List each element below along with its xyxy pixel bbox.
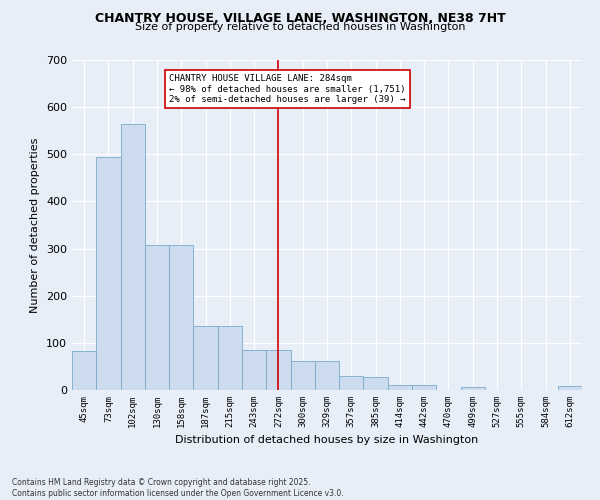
Bar xyxy=(169,245,193,390)
Bar xyxy=(145,245,169,390)
Bar xyxy=(461,386,485,390)
Bar xyxy=(388,386,412,390)
Text: Contains HM Land Registry data © Crown copyright and database right 2025.
Contai: Contains HM Land Registry data © Crown c… xyxy=(12,478,344,498)
Bar xyxy=(193,326,218,390)
Y-axis label: Number of detached properties: Number of detached properties xyxy=(31,138,40,312)
X-axis label: Distribution of detached houses by size in Washington: Distribution of detached houses by size … xyxy=(175,436,479,446)
Bar xyxy=(266,350,290,390)
Bar xyxy=(315,361,339,390)
Bar xyxy=(339,376,364,390)
Text: CHANTRY HOUSE VILLAGE LANE: 284sqm
← 98% of detached houses are smaller (1,751)
: CHANTRY HOUSE VILLAGE LANE: 284sqm ← 98%… xyxy=(169,74,406,104)
Bar xyxy=(364,378,388,390)
Bar xyxy=(290,361,315,390)
Text: Size of property relative to detached houses in Washington: Size of property relative to detached ho… xyxy=(135,22,465,32)
Bar xyxy=(412,386,436,390)
Bar xyxy=(218,326,242,390)
Bar xyxy=(242,350,266,390)
Bar xyxy=(121,124,145,390)
Bar xyxy=(72,352,96,390)
Bar xyxy=(96,156,121,390)
Bar xyxy=(558,386,582,390)
Text: CHANTRY HOUSE, VILLAGE LANE, WASHINGTON, NE38 7HT: CHANTRY HOUSE, VILLAGE LANE, WASHINGTON,… xyxy=(95,12,505,26)
